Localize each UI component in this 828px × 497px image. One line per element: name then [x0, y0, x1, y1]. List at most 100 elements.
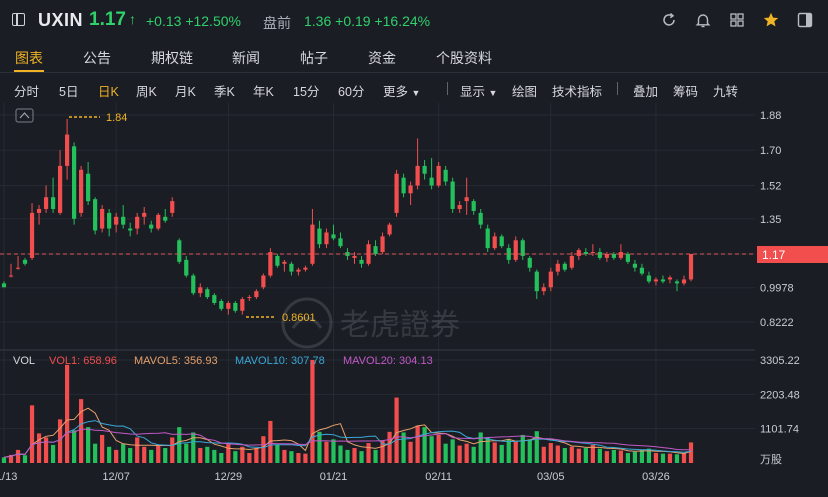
- candle-body: [121, 216, 126, 225]
- volume-bar: [492, 442, 497, 463]
- drawing-button[interactable]: 绘图: [512, 85, 538, 99]
- candle-body: [359, 259, 364, 264]
- volume-bar: [22, 455, 28, 463]
- nine-turn-button[interactable]: 九转: [713, 85, 739, 99]
- candle-body: [205, 289, 210, 298]
- price-change: +0.13 +12.50%: [146, 13, 241, 29]
- candle-body: [57, 165, 63, 213]
- tab-posts[interactable]: 帖子: [300, 50, 328, 66]
- collapse-button[interactable]: [15, 108, 34, 123]
- period-monthly[interactable]: 月K: [175, 85, 196, 99]
- candle-body: [226, 302, 231, 309]
- price-axis-label: 1.70: [760, 145, 781, 157]
- volume-bar: [506, 439, 511, 463]
- candle-body: [345, 252, 350, 256]
- volume-bars: [1, 360, 694, 463]
- volume-bar: [198, 448, 203, 463]
- chips-button[interactable]: 筹码: [673, 85, 699, 99]
- volume-bar: [688, 442, 694, 463]
- candle-body: [64, 134, 70, 166]
- volume-bar: [29, 405, 35, 463]
- price-axis-label: 1.88: [760, 110, 781, 122]
- price-axis-label: 0.9978: [760, 283, 794, 295]
- volume-bar: [345, 449, 350, 463]
- volume-bar: [324, 441, 329, 463]
- volume-bar: [43, 437, 49, 463]
- tab-chart[interactable]: 图表: [15, 50, 43, 66]
- low-marker-label: 0.8601: [282, 312, 316, 324]
- date-axis-label: 03/05: [537, 471, 565, 483]
- volume-bar: [149, 449, 154, 463]
- bell-icon[interactable]: [694, 11, 712, 29]
- tab-fund-flow[interactable]: 资金: [368, 50, 396, 66]
- candle-body: [93, 199, 98, 231]
- candle-body: [247, 297, 252, 299]
- overlay-button[interactable]: 叠加: [633, 85, 659, 99]
- sidebar-toggle-icon[interactable]: [12, 13, 25, 26]
- candle-body: [22, 259, 28, 264]
- period-60min[interactable]: 60分: [338, 85, 365, 99]
- candle-body: [366, 244, 371, 264]
- volume-bar: [226, 443, 231, 463]
- candle-body: [212, 295, 217, 303]
- volume-bar: [513, 441, 518, 463]
- candle-body: [72, 146, 77, 219]
- volume-bar: [50, 444, 56, 463]
- volume-bar: [15, 449, 21, 463]
- candle-body: [338, 238, 343, 247]
- period-15min[interactable]: 15分: [293, 85, 320, 99]
- price-volume-chart[interactable]: 老虎證券 1.88 1.70 1.52 1.35 0.9978 0.8222 3305.22…: [0, 103, 828, 492]
- tab-profile[interactable]: 个股资料: [436, 50, 492, 66]
- chart-area[interactable]: 老虎證券 1.88 1.70 1.52 1.35 0.9978 0.8222 3305.22…: [0, 103, 828, 492]
- more-periods-button[interactable]: 更多 ▼: [383, 81, 420, 100]
- candle-body: [471, 201, 476, 211]
- tab-options-chain[interactable]: 期权链: [151, 50, 193, 66]
- period-intraday[interactable]: 分时: [14, 85, 40, 99]
- candle-body: [653, 279, 659, 282]
- candle-body: [198, 287, 203, 294]
- period-5day[interactable]: 5日: [59, 85, 79, 99]
- date-axis-label: 12/29: [215, 471, 243, 483]
- volume-bar: [569, 446, 574, 463]
- period-yearly[interactable]: 年K: [253, 85, 274, 99]
- candle-body: [541, 287, 546, 292]
- candle-body: [142, 212, 147, 217]
- indicators-button[interactable]: 技术指标: [552, 85, 603, 99]
- volume-bar: [541, 446, 546, 463]
- volume-bar: [639, 449, 645, 463]
- volume-bar: [205, 446, 210, 463]
- arrow-up-icon: ↑: [129, 11, 136, 27]
- candle-body: [8, 275, 14, 277]
- volume-bar: [394, 397, 399, 463]
- volume-bar: [597, 448, 602, 463]
- current-price-tag-label: 1.17: [762, 248, 786, 262]
- candle-body: [408, 185, 413, 194]
- candle-body: [289, 263, 294, 272]
- candle-body: [660, 279, 666, 282]
- period-quarterly[interactable]: 季K: [214, 85, 235, 99]
- refresh-icon[interactable]: [660, 11, 678, 29]
- candle-body: [464, 197, 469, 202]
- volume-bar: [331, 439, 336, 463]
- panel-toggle-icon[interactable]: [796, 11, 814, 29]
- display-button[interactable]: 显示 ▼: [460, 81, 497, 100]
- volume-bar: [464, 443, 469, 463]
- candle-body: [646, 275, 652, 282]
- volume-bar: [408, 441, 413, 463]
- volume-bar: [674, 454, 680, 463]
- candle-body: [317, 228, 322, 245]
- tab-announcements[interactable]: 公告: [83, 50, 111, 66]
- volume-bar: [681, 453, 687, 463]
- volume-bar: [429, 436, 434, 463]
- period-daily[interactable]: 日K: [98, 85, 119, 99]
- candle-body: [681, 279, 687, 284]
- volume-bar: [499, 444, 504, 463]
- star-icon[interactable]: [762, 11, 780, 29]
- volume-bar: [275, 444, 280, 463]
- tab-news[interactable]: 新闻: [232, 50, 260, 66]
- grid-icon[interactable]: [728, 11, 746, 29]
- candle-body: [583, 252, 588, 254]
- candle-body: [632, 263, 638, 268]
- period-weekly[interactable]: 周K: [136, 85, 157, 99]
- volume-bar: [296, 453, 301, 463]
